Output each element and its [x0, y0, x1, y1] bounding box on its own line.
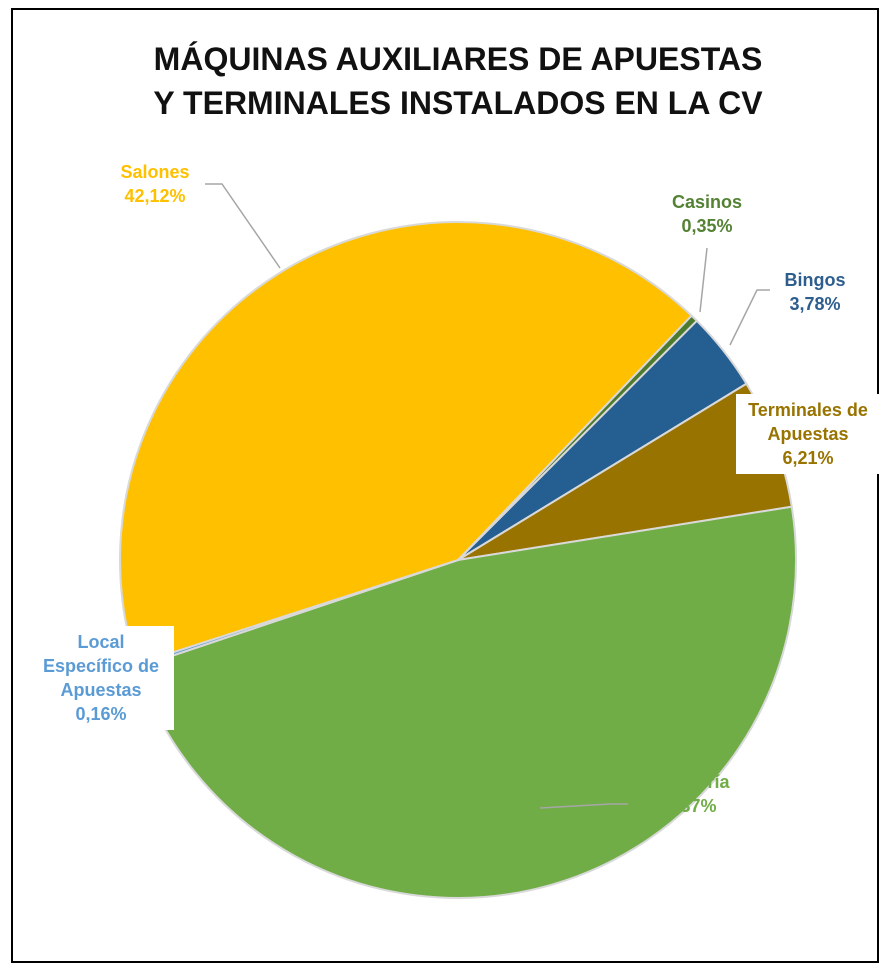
pie-slice [136, 505, 797, 899]
slice-label: Hostelería 47,37% [626, 770, 746, 818]
category-label: Local Específico de Apuestas [42, 632, 160, 700]
category-label: Casinos [671, 192, 743, 212]
slice-label: Bingos 3,78% [765, 268, 865, 316]
slice-label: Salones 42,12% [105, 160, 205, 208]
value-label: 0,35% [681, 216, 733, 236]
chart-title: MÁQUINAS AUXILIARES DE APUESTAS [154, 41, 763, 77]
category-label: Bingos [784, 270, 846, 290]
value-label: 0,16% [75, 704, 127, 724]
slice-label: Casinos 0,35% [657, 190, 757, 238]
slice-label: Local Específico de Apuestas 0,16% [28, 626, 174, 730]
leader-lines [205, 183, 770, 809]
leader-line [699, 247, 708, 313]
chart-frame [11, 8, 879, 963]
category-label: Salones [120, 162, 190, 182]
leader-line [205, 183, 281, 269]
category-label: Terminales de Apuestas [748, 400, 868, 444]
leader-line [539, 803, 628, 809]
pie [119, 221, 797, 899]
chart-title: Y TERMINALES INSTALADOS EN LA CV [153, 85, 763, 121]
value-label: 3,78% [789, 294, 841, 314]
value-label: 42,12% [124, 186, 186, 206]
category-label: Hostelería [642, 772, 730, 792]
leader-line [729, 289, 770, 346]
pie-slice [119, 221, 693, 666]
slice-label: Terminales de Apuestas 6,21% [736, 394, 880, 474]
value-label: 47,37% [655, 796, 717, 816]
value-label: 6,21% [782, 448, 834, 468]
